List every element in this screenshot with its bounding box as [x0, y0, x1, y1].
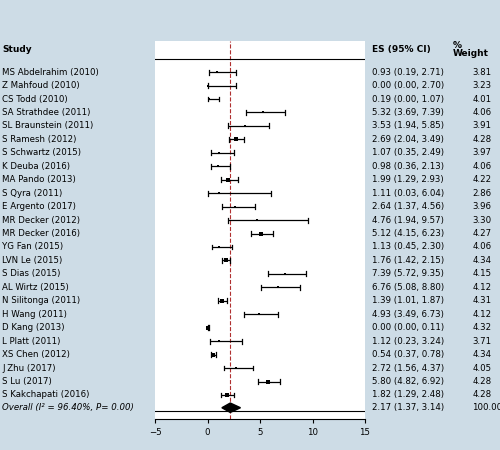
Text: 5.12 (4.15, 6.23): 5.12 (4.15, 6.23) — [372, 229, 444, 238]
Text: 4.76 (1.94, 9.57): 4.76 (1.94, 9.57) — [372, 216, 444, 225]
Text: 6.76 (5.08, 8.80): 6.76 (5.08, 8.80) — [372, 283, 444, 292]
Text: S Dias (2015): S Dias (2015) — [2, 270, 61, 279]
Text: 0.98 (0.36, 2.13): 0.98 (0.36, 2.13) — [372, 162, 444, 171]
Text: 0.93 (0.19, 2.71): 0.93 (0.19, 2.71) — [372, 68, 444, 76]
Text: 3.53 (1.94, 5.85): 3.53 (1.94, 5.85) — [372, 122, 444, 130]
Text: Study: Study — [2, 45, 32, 54]
Text: 4.06: 4.06 — [472, 108, 492, 117]
Text: D Kang (2013): D Kang (2013) — [2, 323, 65, 332]
Text: 4.28: 4.28 — [472, 135, 492, 144]
Text: 0.54 (0.37, 0.78): 0.54 (0.37, 0.78) — [372, 350, 444, 359]
Text: MS Abdelrahim (2010): MS Abdelrahim (2010) — [2, 68, 99, 76]
Text: J Zhu (2017): J Zhu (2017) — [2, 364, 56, 373]
Text: SL Braunstein (2011): SL Braunstein (2011) — [2, 122, 94, 130]
Text: 100.00: 100.00 — [472, 403, 500, 412]
Text: 1.07 (0.35, 2.49): 1.07 (0.35, 2.49) — [372, 148, 444, 157]
Text: 4.22: 4.22 — [472, 175, 492, 184]
Text: 1.76 (1.42, 2.15): 1.76 (1.42, 2.15) — [372, 256, 444, 265]
Text: E Argento (2017): E Argento (2017) — [2, 202, 76, 211]
Text: 2.64 (1.37, 4.56): 2.64 (1.37, 4.56) — [372, 202, 444, 211]
Text: 3.23: 3.23 — [472, 81, 492, 90]
Text: MR Decker (2016): MR Decker (2016) — [2, 229, 80, 238]
Text: MR Decker (2012): MR Decker (2012) — [2, 216, 80, 225]
Text: ES (95% CI): ES (95% CI) — [372, 45, 431, 54]
Text: MA Pando (2013): MA Pando (2013) — [2, 175, 76, 184]
Text: 3.30: 3.30 — [472, 216, 492, 225]
Text: S Schwartz (2015): S Schwartz (2015) — [2, 148, 82, 157]
Text: 4.28: 4.28 — [472, 391, 492, 400]
Text: SA Strathdee (2011): SA Strathdee (2011) — [2, 108, 91, 117]
Text: 4.12: 4.12 — [472, 310, 492, 319]
Text: 4.93 (3.49, 6.73): 4.93 (3.49, 6.73) — [372, 310, 444, 319]
Text: 5.80 (4.82, 6.92): 5.80 (4.82, 6.92) — [372, 377, 444, 386]
Text: H Wang (2011): H Wang (2011) — [2, 310, 68, 319]
Text: CS Todd (2010): CS Todd (2010) — [2, 94, 68, 104]
Text: K Deuba (2016): K Deuba (2016) — [2, 162, 70, 171]
Text: 5.32 (3.69, 7.39): 5.32 (3.69, 7.39) — [372, 108, 444, 117]
Text: Z Mahfoud (2010): Z Mahfoud (2010) — [2, 81, 80, 90]
Text: 1.99 (1.29, 2.93): 1.99 (1.29, 2.93) — [372, 175, 444, 184]
Text: 4.28: 4.28 — [472, 377, 492, 386]
Text: 4.32: 4.32 — [472, 323, 492, 332]
Text: 4.01: 4.01 — [472, 94, 492, 104]
Text: 1.39 (1.01, 1.87): 1.39 (1.01, 1.87) — [372, 296, 444, 305]
Text: L Platt (2011): L Platt (2011) — [2, 337, 61, 346]
Text: 1.12 (0.23, 3.24): 1.12 (0.23, 3.24) — [372, 337, 444, 346]
Text: 4.34: 4.34 — [472, 350, 492, 359]
Text: 4.31: 4.31 — [472, 296, 492, 305]
Text: 3.97: 3.97 — [472, 148, 492, 157]
Text: 2.17 (1.37, 3.14): 2.17 (1.37, 3.14) — [372, 403, 444, 412]
Text: S Kakchapati (2016): S Kakchapati (2016) — [2, 391, 90, 400]
Text: 0.00 (0.00, 0.11): 0.00 (0.00, 0.11) — [372, 323, 444, 332]
Text: N Silitonga (2011): N Silitonga (2011) — [2, 296, 80, 305]
Text: S Lu (2017): S Lu (2017) — [2, 377, 52, 386]
Text: 1.11 (0.03, 6.04): 1.11 (0.03, 6.04) — [372, 189, 444, 198]
Text: 4.05: 4.05 — [472, 364, 492, 373]
Text: 1.82 (1.29, 2.48): 1.82 (1.29, 2.48) — [372, 391, 444, 400]
Text: 2.72 (1.56, 4.37): 2.72 (1.56, 4.37) — [372, 364, 444, 373]
Text: 4.15: 4.15 — [472, 270, 492, 279]
Text: 3.71: 3.71 — [472, 337, 492, 346]
Text: 4.06: 4.06 — [472, 243, 492, 252]
Text: 2.86: 2.86 — [472, 189, 492, 198]
Text: 3.81: 3.81 — [472, 68, 492, 76]
Text: 2.69 (2.04, 3.49): 2.69 (2.04, 3.49) — [372, 135, 444, 144]
Text: 4.27: 4.27 — [472, 229, 492, 238]
Text: S Qyra (2011): S Qyra (2011) — [2, 189, 63, 198]
Text: YG Fan (2015): YG Fan (2015) — [2, 243, 64, 252]
Text: S Ramesh (2012): S Ramesh (2012) — [2, 135, 77, 144]
Text: 3.96: 3.96 — [472, 202, 492, 211]
Text: 4.12: 4.12 — [472, 283, 492, 292]
Text: LVN Le (2015): LVN Le (2015) — [2, 256, 63, 265]
Text: 4.34: 4.34 — [472, 256, 492, 265]
Text: 0.00 (0.00, 2.70): 0.00 (0.00, 2.70) — [372, 81, 444, 90]
Text: 0.19 (0.00, 1.07): 0.19 (0.00, 1.07) — [372, 94, 444, 104]
Polygon shape — [222, 403, 240, 413]
Text: %: % — [452, 41, 462, 50]
Text: XS Chen (2012): XS Chen (2012) — [2, 350, 70, 359]
Text: AL Wirtz (2015): AL Wirtz (2015) — [2, 283, 69, 292]
Text: 1.13 (0.45, 2.30): 1.13 (0.45, 2.30) — [372, 243, 444, 252]
Text: 4.06: 4.06 — [472, 162, 492, 171]
Text: Overall (I² = 96.40%, P= 0.00): Overall (I² = 96.40%, P= 0.00) — [2, 403, 134, 412]
Text: Weight: Weight — [452, 49, 488, 58]
Text: 3.91: 3.91 — [472, 122, 492, 130]
Text: 7.39 (5.72, 9.35): 7.39 (5.72, 9.35) — [372, 270, 444, 279]
